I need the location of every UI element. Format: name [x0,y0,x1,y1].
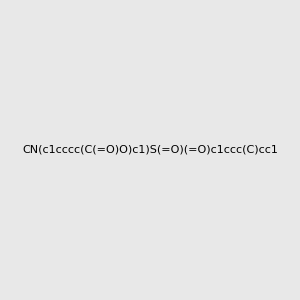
Text: CN(c1cccc(C(=O)O)c1)S(=O)(=O)c1ccc(C)cc1: CN(c1cccc(C(=O)O)c1)S(=O)(=O)c1ccc(C)cc1 [22,145,278,155]
